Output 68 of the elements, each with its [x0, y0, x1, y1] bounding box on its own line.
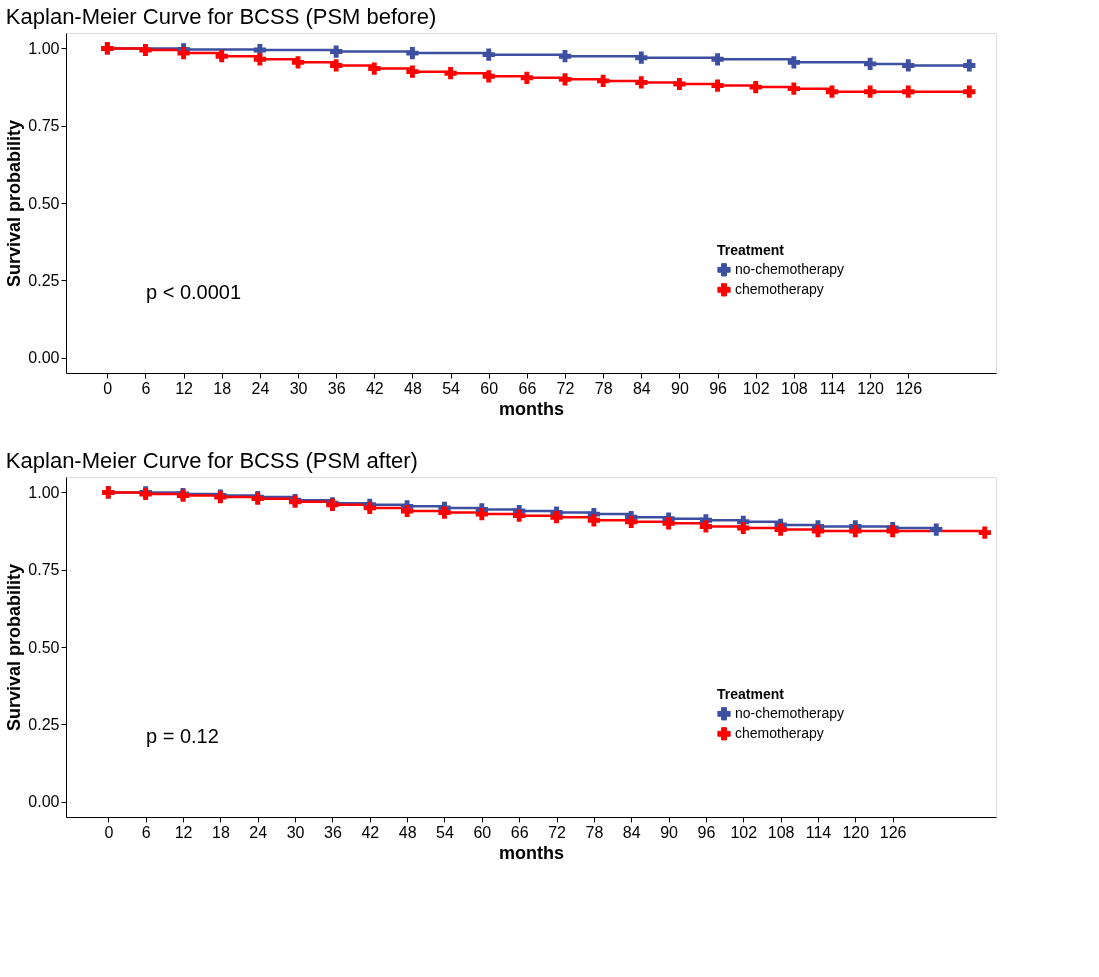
- x-tick-label: 84: [622, 823, 641, 841]
- x-tick-label: 120: [842, 823, 870, 841]
- x-tick-label: 30: [286, 823, 305, 841]
- x-tick-label: 42: [365, 379, 384, 397]
- x-tick-label: 114: [805, 823, 832, 841]
- x-tick-label: 60: [480, 379, 499, 397]
- annotation: p = 0.12: [146, 725, 219, 747]
- x-tick-label: 12: [174, 823, 193, 841]
- x-tick-label: 90: [671, 379, 689, 397]
- y-tick-label: 0.00: [28, 349, 60, 367]
- x-tick-label: 90: [660, 823, 679, 841]
- x-tick-label: 36: [327, 379, 346, 397]
- x-tick-label: 60: [473, 823, 492, 841]
- y-tick-label: 0.75: [28, 117, 60, 135]
- x-tick-label: 126: [895, 379, 923, 397]
- x-tick-label: 108: [781, 379, 808, 397]
- x-tick-label: 72: [556, 379, 575, 397]
- x-tick-label: 24: [251, 379, 270, 397]
- x-tick-label: 72: [548, 823, 567, 841]
- legend-label: no-chemotherapy: [735, 260, 844, 277]
- x-tick-label: 54: [436, 823, 454, 841]
- x-tick-label: 114: [819, 379, 846, 397]
- x-tick-label: 54: [442, 379, 461, 397]
- y-tick-label: 0.25: [28, 271, 60, 289]
- x-tick-label: 102: [730, 823, 758, 841]
- y-tick-label: 0.50: [28, 194, 60, 212]
- legend-label: chemotherapy: [735, 724, 824, 741]
- x-tick-label: 66: [510, 823, 529, 841]
- x-tick-label: 126: [879, 823, 907, 841]
- x-tick-label: 78: [594, 379, 613, 397]
- x-axis-title: months: [499, 398, 564, 419]
- y-axis-title: Survival probability: [4, 563, 25, 732]
- y-tick-label: 0.50: [28, 638, 60, 656]
- x-tick-label: 84: [632, 379, 651, 397]
- y-tick-label: 0.00: [28, 793, 60, 811]
- x-tick-label: 96: [697, 823, 716, 841]
- x-tick-label: 108: [767, 823, 795, 841]
- x-tick-label: 12: [175, 379, 194, 397]
- x-tick-label: 48: [398, 823, 417, 841]
- y-axis-title: Survival probability: [4, 119, 25, 288]
- chart-title: Kaplan-Meier Curve for BCSS (PSM before): [5, 4, 437, 29]
- x-tick-label: 0: [103, 379, 113, 397]
- x-tick-label: 96: [709, 379, 728, 397]
- x-tick-label: 102: [742, 379, 770, 397]
- x-tick-label: 36: [324, 823, 342, 841]
- x-tick-label: 48: [404, 379, 422, 397]
- legend-label: no-chemotherapy: [735, 704, 844, 721]
- x-tick-label: 66: [518, 379, 537, 397]
- x-tick-label: 0: [104, 823, 114, 841]
- y-tick-label: 0.25: [28, 715, 60, 733]
- legend-label: chemotherapy: [735, 280, 824, 297]
- x-tick-label: 6: [141, 823, 151, 841]
- y-tick-label: 1.00: [28, 483, 60, 501]
- x-axis-title: months: [499, 842, 564, 863]
- x-tick-label: 30: [289, 379, 308, 397]
- legend-title: Treatment: [717, 241, 785, 258]
- x-tick-label: 42: [361, 823, 380, 841]
- x-tick-label: 18: [211, 823, 230, 841]
- chart-title: Kaplan-Meier Curve for BCSS (PSM after): [5, 448, 418, 473]
- annotation: p < 0.0001: [146, 281, 242, 303]
- x-tick-label: 18: [213, 379, 232, 397]
- x-tick-label: 24: [249, 823, 268, 841]
- x-tick-label: 120: [857, 379, 885, 397]
- y-tick-label: 0.75: [28, 561, 60, 579]
- x-tick-label: 78: [585, 823, 604, 841]
- x-tick-label: 6: [141, 379, 151, 397]
- legend-title: Treatment: [717, 685, 785, 702]
- y-tick-label: 1.00: [28, 39, 60, 57]
